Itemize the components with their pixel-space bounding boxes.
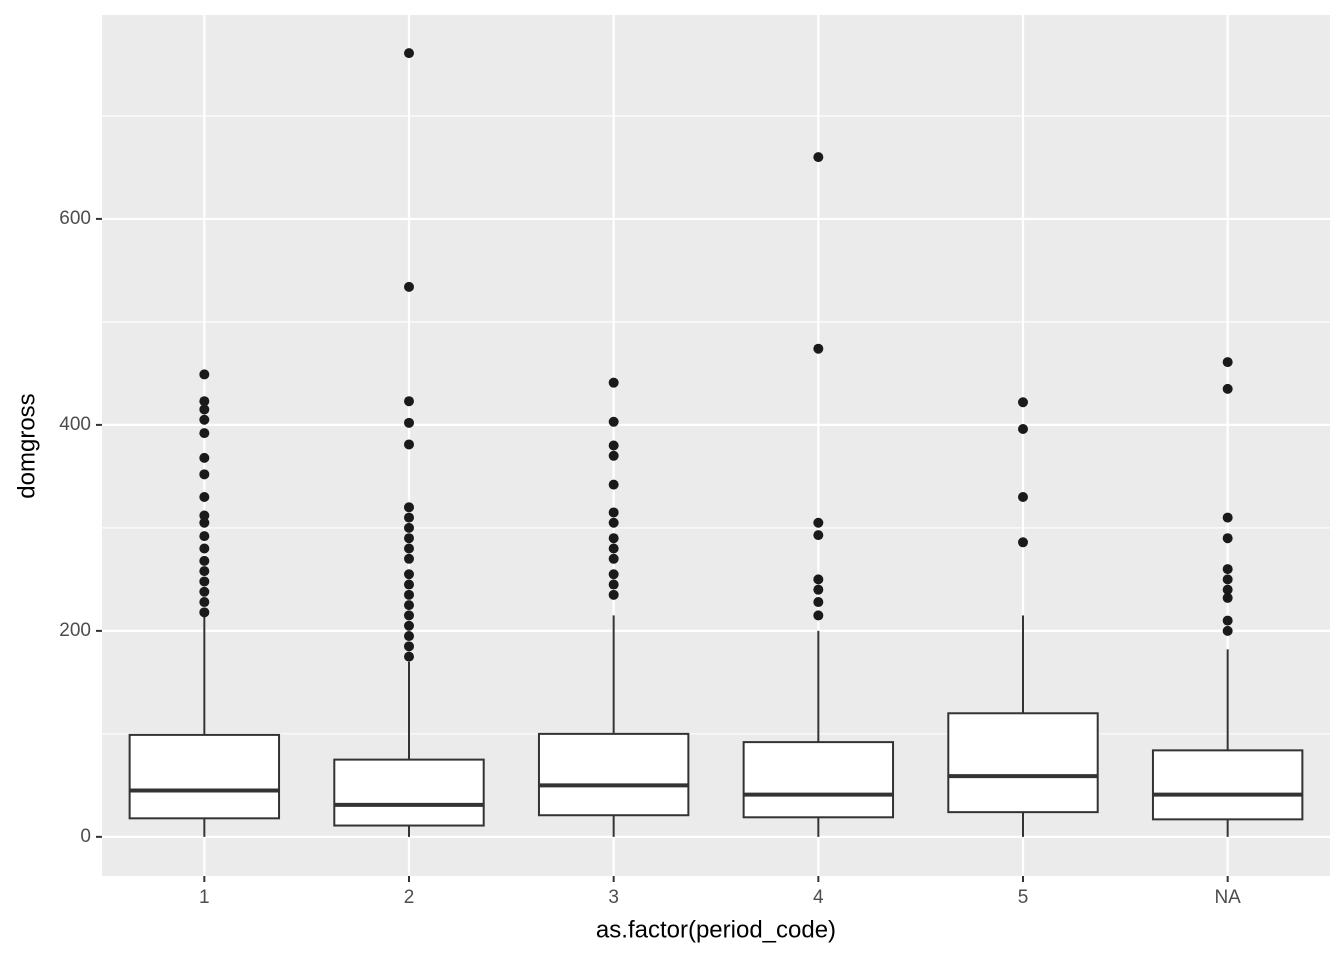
box — [1151, 749, 1304, 821]
outlier-point — [1018, 537, 1028, 548]
outlier-point — [1222, 383, 1233, 394]
x-tick-label: 4 — [813, 887, 824, 908]
outlier-point — [199, 452, 210, 463]
outlier-point — [608, 543, 619, 554]
outlier-point — [404, 631, 414, 642]
outlier-point — [404, 589, 414, 600]
x-tick-label: NA — [1214, 887, 1241, 908]
outlier-point — [1018, 424, 1028, 435]
outlier-point — [199, 396, 210, 407]
outlier-point — [813, 152, 824, 163]
panel-background — [102, 15, 1330, 876]
outlier-point — [608, 579, 619, 590]
outlier-point — [404, 610, 414, 621]
outlier-point — [199, 555, 210, 566]
outlier-point — [404, 533, 414, 544]
outlier-point — [404, 512, 414, 523]
outlier-point — [199, 517, 210, 528]
outlier-point — [404, 620, 414, 631]
outlier-point — [199, 576, 210, 587]
box — [947, 712, 1099, 814]
outlier-point — [199, 404, 210, 415]
outlier-point — [199, 469, 210, 480]
outlier-point — [608, 589, 619, 600]
outlier-point — [1222, 574, 1233, 585]
outlier-point — [404, 48, 414, 59]
y-tick-label: 600 — [59, 208, 91, 229]
outlier-point — [199, 543, 210, 554]
outlier-point — [199, 566, 210, 577]
outlier-point — [404, 553, 414, 564]
outlier-point — [1222, 512, 1233, 523]
outlier-point — [1222, 625, 1233, 636]
outlier-point — [404, 439, 414, 450]
outlier-point — [813, 530, 824, 541]
outlier-point — [1018, 491, 1028, 502]
outlier-point — [1222, 584, 1233, 595]
outlier-point — [199, 607, 210, 618]
x-tick-label: 1 — [199, 887, 210, 908]
marks — [128, 48, 1304, 837]
outlier-point — [199, 510, 210, 521]
y-tick-label: 0 — [80, 826, 91, 847]
x-tick-label: 3 — [608, 887, 619, 908]
x-tick-label: 2 — [404, 887, 415, 908]
outlier-point — [404, 641, 414, 652]
outlier-point — [1222, 592, 1233, 603]
box — [128, 733, 281, 820]
outlier-point — [199, 531, 210, 542]
box — [742, 741, 895, 819]
box — [333, 758, 485, 827]
x-tick-label: 5 — [1018, 887, 1029, 908]
outlier-point — [608, 479, 619, 490]
outlier-point — [199, 586, 210, 597]
outlier-point — [199, 597, 210, 608]
outlier-point — [608, 533, 619, 544]
outlier-point — [813, 584, 824, 595]
outlier-point — [813, 610, 824, 621]
box — [537, 732, 690, 817]
outlier-point — [1222, 564, 1233, 575]
outlier-point — [404, 569, 414, 580]
outlier-point — [608, 517, 619, 528]
outlier-point — [199, 491, 210, 502]
outlier-point — [813, 597, 824, 608]
outlier-point — [199, 369, 210, 380]
outlier-point — [404, 281, 414, 292]
outlier-point — [608, 377, 619, 388]
outlier-point — [404, 522, 414, 533]
outlier-point — [404, 543, 414, 554]
outlier-point — [199, 414, 210, 425]
y-tick-label: 200 — [59, 620, 91, 641]
outlier-point — [404, 396, 414, 407]
outlier-point — [608, 450, 619, 461]
outlier-point — [608, 416, 619, 427]
y-axis-title: domgross — [13, 393, 40, 498]
x-axis-title: as.factor(period_code) — [596, 916, 836, 943]
outlier-point — [199, 428, 210, 439]
outlier-point — [608, 553, 619, 564]
outlier-point — [813, 343, 824, 354]
outlier-point — [608, 440, 619, 451]
outlier-point — [813, 517, 824, 528]
outlier-point — [608, 569, 619, 580]
outlier-point — [404, 600, 414, 611]
outlier-point — [608, 507, 619, 518]
outlier-point — [1222, 615, 1233, 626]
outlier-point — [404, 651, 414, 662]
outlier-point — [404, 417, 414, 428]
axes: 0 200 400 600 1 2 3 4 5 NA — [59, 208, 1241, 908]
outlier-point — [813, 574, 824, 585]
outlier-point — [1018, 397, 1028, 408]
outlier-point — [404, 502, 414, 513]
y-tick-label: 400 — [59, 414, 91, 435]
outlier-point — [404, 579, 414, 590]
outlier-point — [1222, 357, 1233, 368]
outlier-point — [1222, 533, 1233, 544]
